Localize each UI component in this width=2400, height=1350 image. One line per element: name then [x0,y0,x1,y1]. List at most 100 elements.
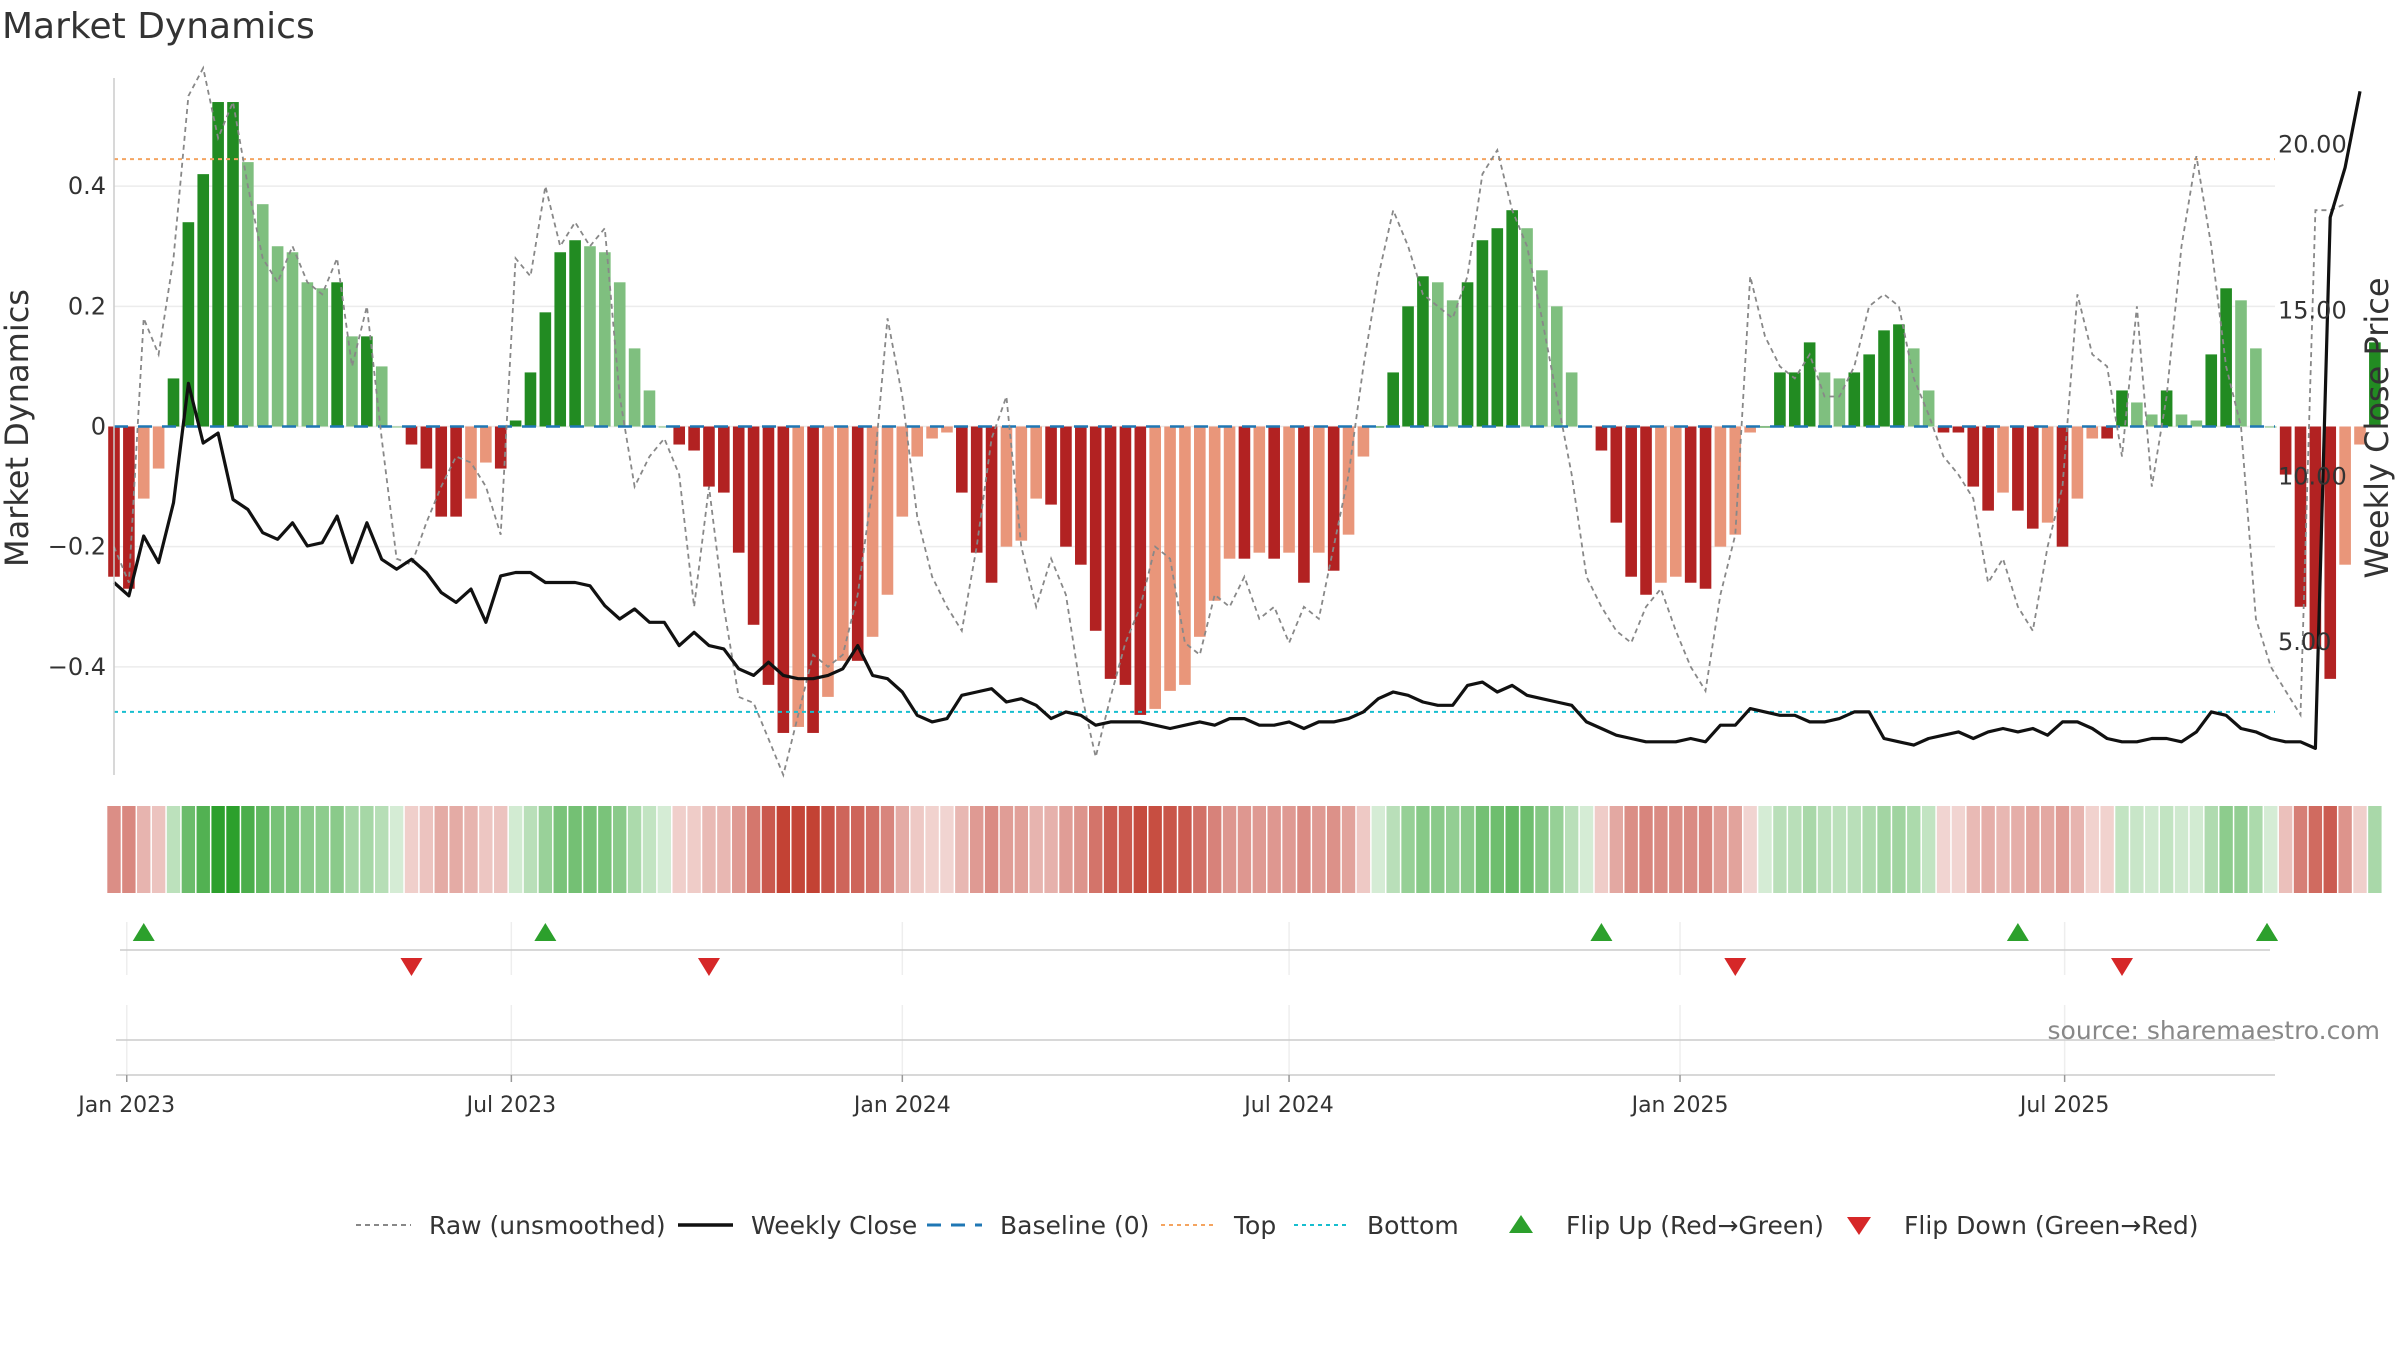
heat-cell [1683,806,1698,893]
momentum-bar [1208,426,1221,601]
momentum-bar [494,426,507,469]
momentum-bar [509,420,522,427]
heat-cell [1624,806,1638,893]
momentum-bar [1848,372,1861,427]
heat-cell [1267,806,1281,893]
heat-cell [479,806,493,893]
momentum-bar [1194,426,1206,637]
heat-cell [1312,806,1326,893]
left-tick-label: −0.4 [48,653,106,681]
heat-cell [1817,806,1832,893]
heat-cell [895,806,910,893]
momentum-bar [1729,426,1742,535]
momentum-bar [2086,426,2099,439]
momentum-bar [762,426,775,685]
legend-item: Weekly Close [678,1211,917,1240]
momentum-bar [524,372,537,427]
momentum-bar [182,222,195,427]
heat-cell [821,806,835,893]
heat-cell [910,806,924,893]
heat-cell [1669,806,1683,893]
momentum-bar [390,426,403,428]
momentum-bar [1060,426,1072,547]
momentum-bar [1774,372,1786,427]
heat-cell [1386,806,1400,893]
heat-cell [1921,806,1936,893]
x-tick-label: Jan 2024 [852,1093,951,1118]
momentum-bar [1536,270,1548,427]
heat-cell [2011,806,2025,893]
momentum-bar [2205,354,2218,427]
momentum-bar [212,102,224,427]
legend-item: Bottom [1294,1211,1459,1240]
heat-cell [2308,806,2323,893]
momentum-bar [2071,426,2084,499]
left-tick-label: 0.2 [68,292,106,320]
momentum-bar [1089,426,1102,631]
flip-down-marker [697,958,720,976]
heat-cell [1431,806,1445,893]
momentum-bar [1610,426,1623,523]
legend-label: Weekly Close [751,1211,917,1240]
momentum-bar [2026,426,2039,529]
weekly-close-line [112,90,2362,750]
flip-down-marker [400,958,423,976]
heat-cell [1594,806,1609,893]
heat-cell [107,806,121,893]
heat-cell [1802,806,1817,893]
heat-cell [955,806,969,893]
heat-cell [1222,806,1237,893]
momentum-bar [1253,426,1266,553]
heat-strip [107,806,2382,893]
momentum-bar [1937,426,1950,433]
heat-cell [1713,806,1728,893]
heat-cell [1966,806,1980,893]
right-axis-label: Weekly Close Price [2358,277,2396,578]
heat-cell [1609,806,1623,893]
momentum-bar [1863,354,1875,427]
left-tick-label: −0.2 [48,533,106,561]
heat-cell [434,806,448,893]
momentum-bar [2324,426,2337,679]
heat-cell [523,806,538,893]
heat-cell [2070,806,2085,893]
heat-cell [1103,806,1118,893]
heat-cell [1178,806,1192,893]
heat-cell [999,806,1014,893]
momentum-bar [1461,282,1474,427]
momentum-bar [881,426,894,595]
momentum-bar [792,426,805,727]
heat-cell [166,806,181,893]
legend-label: Flip Down (Green→Red) [1904,1211,2199,1240]
heat-cell [1371,806,1385,893]
heat-cell [2264,806,2278,893]
heat-cell [1148,806,1162,893]
momentum-bar [1907,348,1920,427]
momentum-bar [316,288,329,427]
momentum-bar [569,240,581,427]
left-tick-label: 0.4 [68,172,106,200]
heat-cell [553,806,567,893]
momentum-bar [1327,426,1340,571]
momentum-bar [271,246,284,427]
heat-cell [687,806,701,893]
heat-cell [2115,806,2129,893]
legend: Raw (unsmoothed) Weekly Close Baseline (0)… [356,1211,2199,1240]
momentum-bar [361,336,373,427]
heat-cell [1416,806,1430,893]
momentum-bar [896,426,909,517]
momentum-bar [613,282,626,427]
heat-cell [2219,806,2233,893]
flip-up-marker [132,923,155,941]
heat-cell [925,806,939,893]
momentum-bar [628,348,641,427]
momentum-bar [985,426,998,583]
heat-cell [2293,806,2308,893]
momentum-bar [480,426,492,463]
heat-cell [2353,806,2367,893]
legend-item: Raw (unsmoothed) [356,1211,666,1240]
heat-cell [1118,806,1133,893]
heat-cell [1297,806,1311,893]
momentum-bar [1476,240,1489,427]
